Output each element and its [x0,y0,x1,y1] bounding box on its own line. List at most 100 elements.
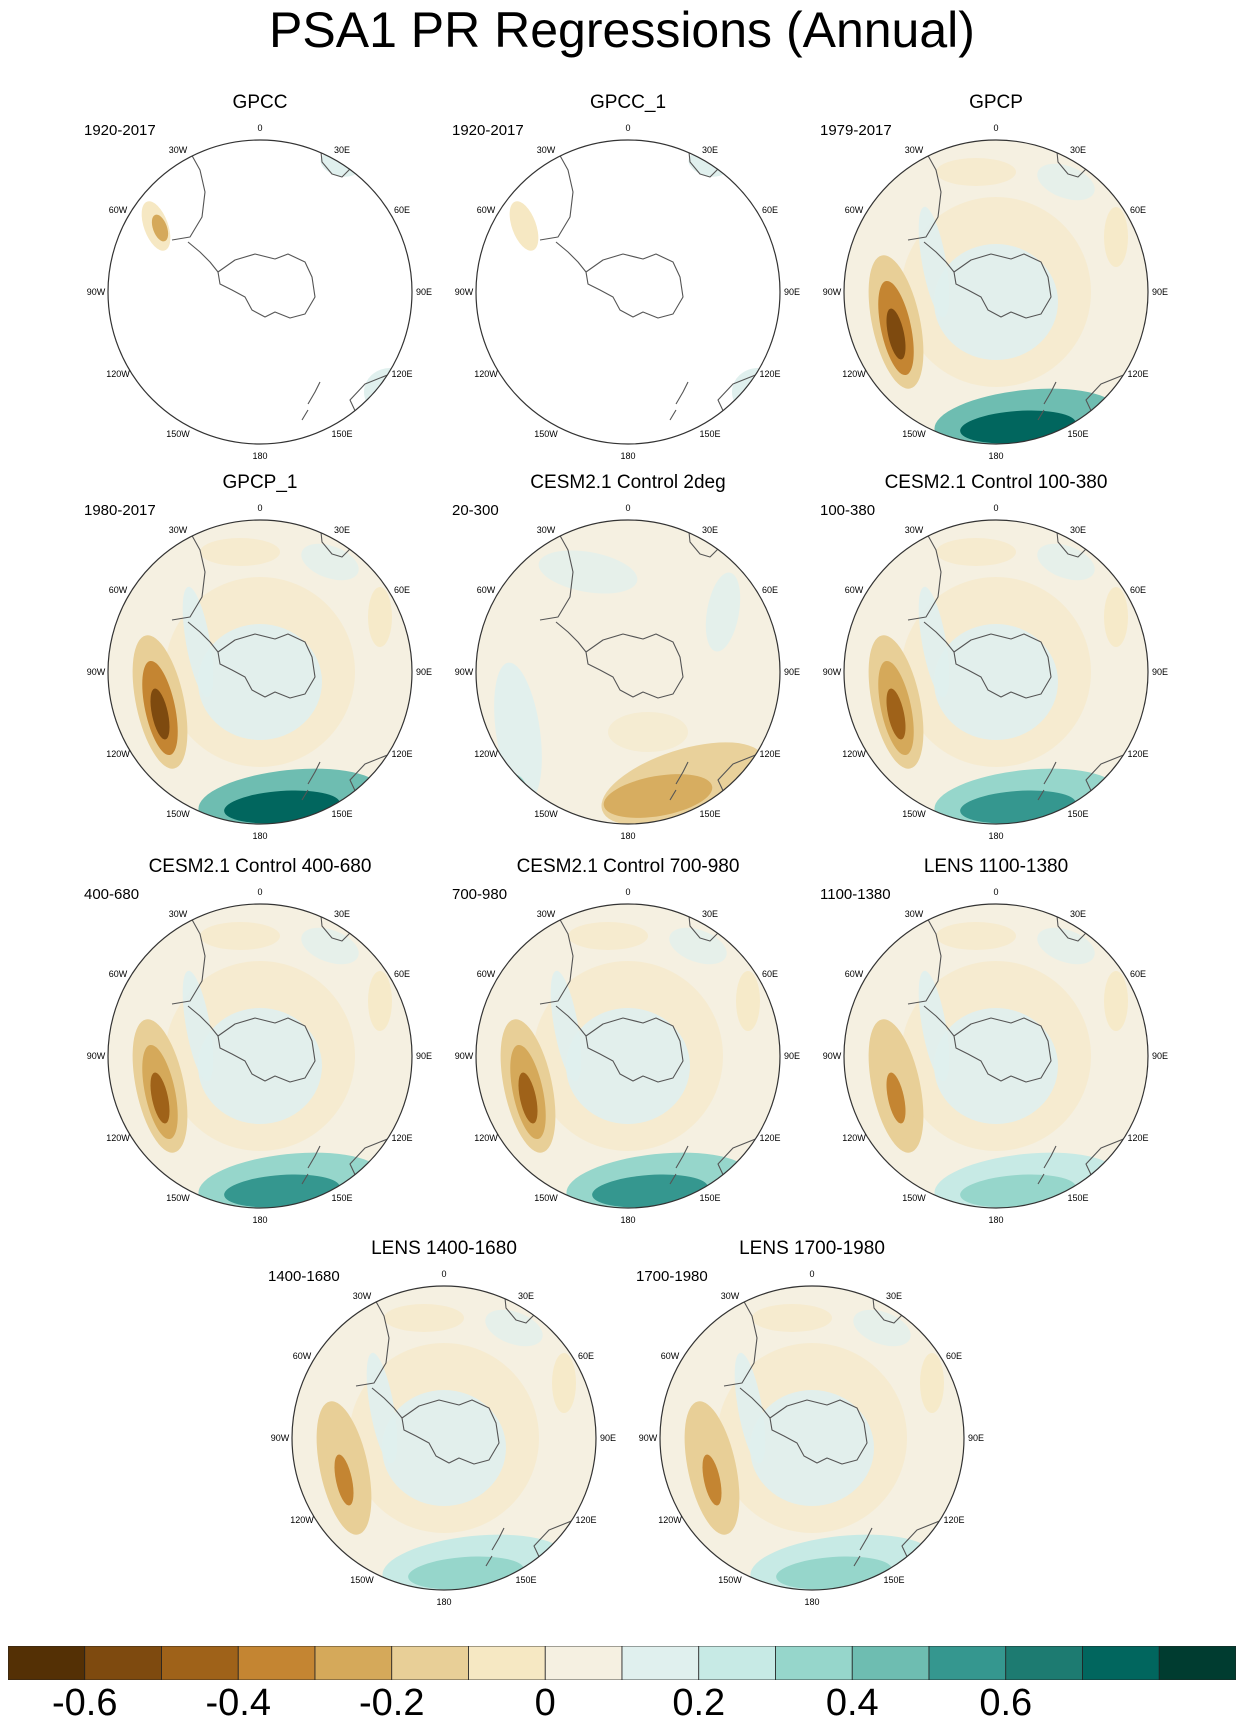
longitude-label: 0 [993,887,998,897]
longitude-label: 150W [902,429,926,439]
colorbar-swatch [391,1646,469,1680]
panel-title: CESM2.1 Control 2deg [530,472,726,493]
map-panel: GPCC 0 30E 60E 90E 120E 150E 180 150W 120W 90W 60W 3… [80,92,440,462]
longitude-label: 90W [87,667,106,677]
longitude-label: 90E [416,1051,432,1061]
map-panel: GPCP 0 30E 60E 90E 120E 150E 180 150W 120W 90W 60W 3… [816,92,1176,462]
panel-title: GPCC_1 [589,92,667,113]
colorbar-tick-label: 0.6 [979,1682,1033,1724]
longitude-label: 150E [1067,429,1088,439]
longitude-label: 150W [534,429,558,439]
colorbar-tick-label: 0 [534,1682,556,1724]
panel-period: 1979-2017 [820,122,892,139]
polar-map: 0 30E 60E 90E 120E 150E 180 150W 120W 90W 60W 30W [87,887,432,1225]
longitude-label: 30E [702,525,718,535]
longitude-label: 120E [576,1515,597,1525]
longitude-label: 30W [905,145,924,155]
longitude-label: 60W [661,1351,680,1361]
map-panel: LENS 1400-1680 0 30E 60E 90E 120E 150E 180 150W 1… [264,1238,624,1608]
colorbar-swatch [698,1646,776,1680]
panel-period: 1400-1680 [268,1268,340,1285]
longitude-label: 60W [845,585,864,595]
colorbar-swatch [468,1646,546,1680]
longitude-label: 0 [625,503,630,513]
longitude-label: 180 [988,831,1003,841]
polar-map: 0 30E 60E 90E 120E 150E 180 150W 120W 90W 60W 30W [455,503,800,841]
longitude-label: 60W [845,205,864,215]
panel-title: CESM2.1 Control 100-380 [884,472,1108,493]
panel-title: CESM2.1 Control 400-680 [148,856,372,877]
longitude-label: 150W [166,1193,190,1203]
longitude-label: 30E [334,145,350,155]
longitude-label: 120W [474,749,498,759]
longitude-label: 90E [416,667,432,677]
longitude-label: 60W [109,969,128,979]
longitude-label: 30W [537,909,556,919]
longitude-label: 120E [392,1133,413,1143]
longitude-label: 0 [257,503,262,513]
longitude-label: 30W [905,909,924,919]
longitude-label: 30E [702,909,718,919]
longitude-label: 60E [578,1351,594,1361]
polar-map: 0 30E 60E 90E 120E 150E 180 150W 120W 90W 60W 30W [823,123,1168,461]
longitude-label: 0 [625,123,630,133]
longitude-label: 120E [392,369,413,379]
polar-map: 0 30E 60E 90E 120E 150E 180 150W 120W 90W 60W 30W [823,887,1168,1225]
longitude-label: 120W [842,369,866,379]
colorbar-swatch [84,1646,162,1680]
longitude-label: 120W [106,749,130,759]
map-panel: GPCC_1 0 30E 60E 90E 120E 150E 180 150W 120W 90W 60… [448,92,808,462]
longitude-label: 120E [1128,1133,1149,1143]
longitude-label: 30W [169,525,188,535]
longitude-label: 90W [455,667,474,677]
panel-title: CESM2.1 Control 700-980 [516,856,740,877]
longitude-label: 90W [455,287,474,297]
polar-map: 0 30E 60E 90E 120E 150E 180 150W 120W 90W 60W 30W [823,503,1168,841]
longitude-label: 30E [702,145,718,155]
longitude-label: 30E [334,909,350,919]
longitude-label: 150W [902,809,926,819]
longitude-label: 180 [988,451,1003,461]
longitude-label: 0 [257,887,262,897]
longitude-label: 90E [416,287,432,297]
map-panel: LENS 1100-1380 0 30E 60E 90E 120E 150E 180 150W 1… [816,856,1176,1226]
longitude-label: 120W [106,1133,130,1143]
longitude-label: 90W [87,1051,106,1061]
longitude-label: 180 [620,1215,635,1225]
longitude-label: 0 [257,123,262,133]
polar-map: 0 30E 60E 90E 120E 150E 180 150W 120W 90W 60W 30W [271,1269,616,1607]
colorbar-swatch [775,1646,853,1680]
longitude-label: 90W [823,667,842,677]
longitude-label: 90E [1152,1051,1168,1061]
longitude-label: 150W [166,429,190,439]
colorbar-swatch [928,1646,1007,1680]
longitude-label: 60W [109,585,128,595]
colorbar-labels: -0.6 -0.4 -0.2 0 0.2 0.4 0.6 [0,1682,1244,1726]
longitude-label: 30E [886,1291,902,1301]
longitude-label: 0 [993,123,998,133]
longitude-label: 90E [784,1051,800,1061]
colorbar-tick-label: -0.2 [359,1682,425,1724]
polar-map: 0 30E 60E 90E 120E 150E 180 150W 120W 90W 60W 30W [455,887,800,1225]
longitude-label: 60E [762,205,778,215]
longitude-label: 90W [271,1433,290,1443]
colorbar-swatch [851,1646,930,1680]
longitude-label: 150W [166,809,190,819]
longitude-label: 60E [762,585,778,595]
panel-period: 100-380 [820,502,876,519]
longitude-label: 150E [1067,809,1088,819]
map-panel: GPCP_1 0 30E 60E 90E 120E 150E 180 150W 120W 90W 60… [80,472,440,842]
panel-title: LENS 1100-1380 [923,856,1069,877]
map-panel: CESM2.1 Control 400-680 0 30E 60E 90E 120E 150… [80,856,440,1226]
longitude-label: 90E [1152,667,1168,677]
panel-period: 1100-1380 [820,886,891,903]
map-panel: CESM2.1 Control 2deg 0 30E 60E 90E 120E 150E 18… [448,472,808,842]
longitude-label: 150E [699,809,720,819]
colorbar-swatch [1005,1646,1083,1680]
longitude-label: 180 [252,451,267,461]
panel-period: 700-980 [452,886,508,903]
longitude-label: 60W [109,205,128,215]
longitude-label: 150E [883,1575,904,1585]
longitude-label: 180 [988,1215,1003,1225]
colorbar-swatch [1158,1646,1236,1680]
